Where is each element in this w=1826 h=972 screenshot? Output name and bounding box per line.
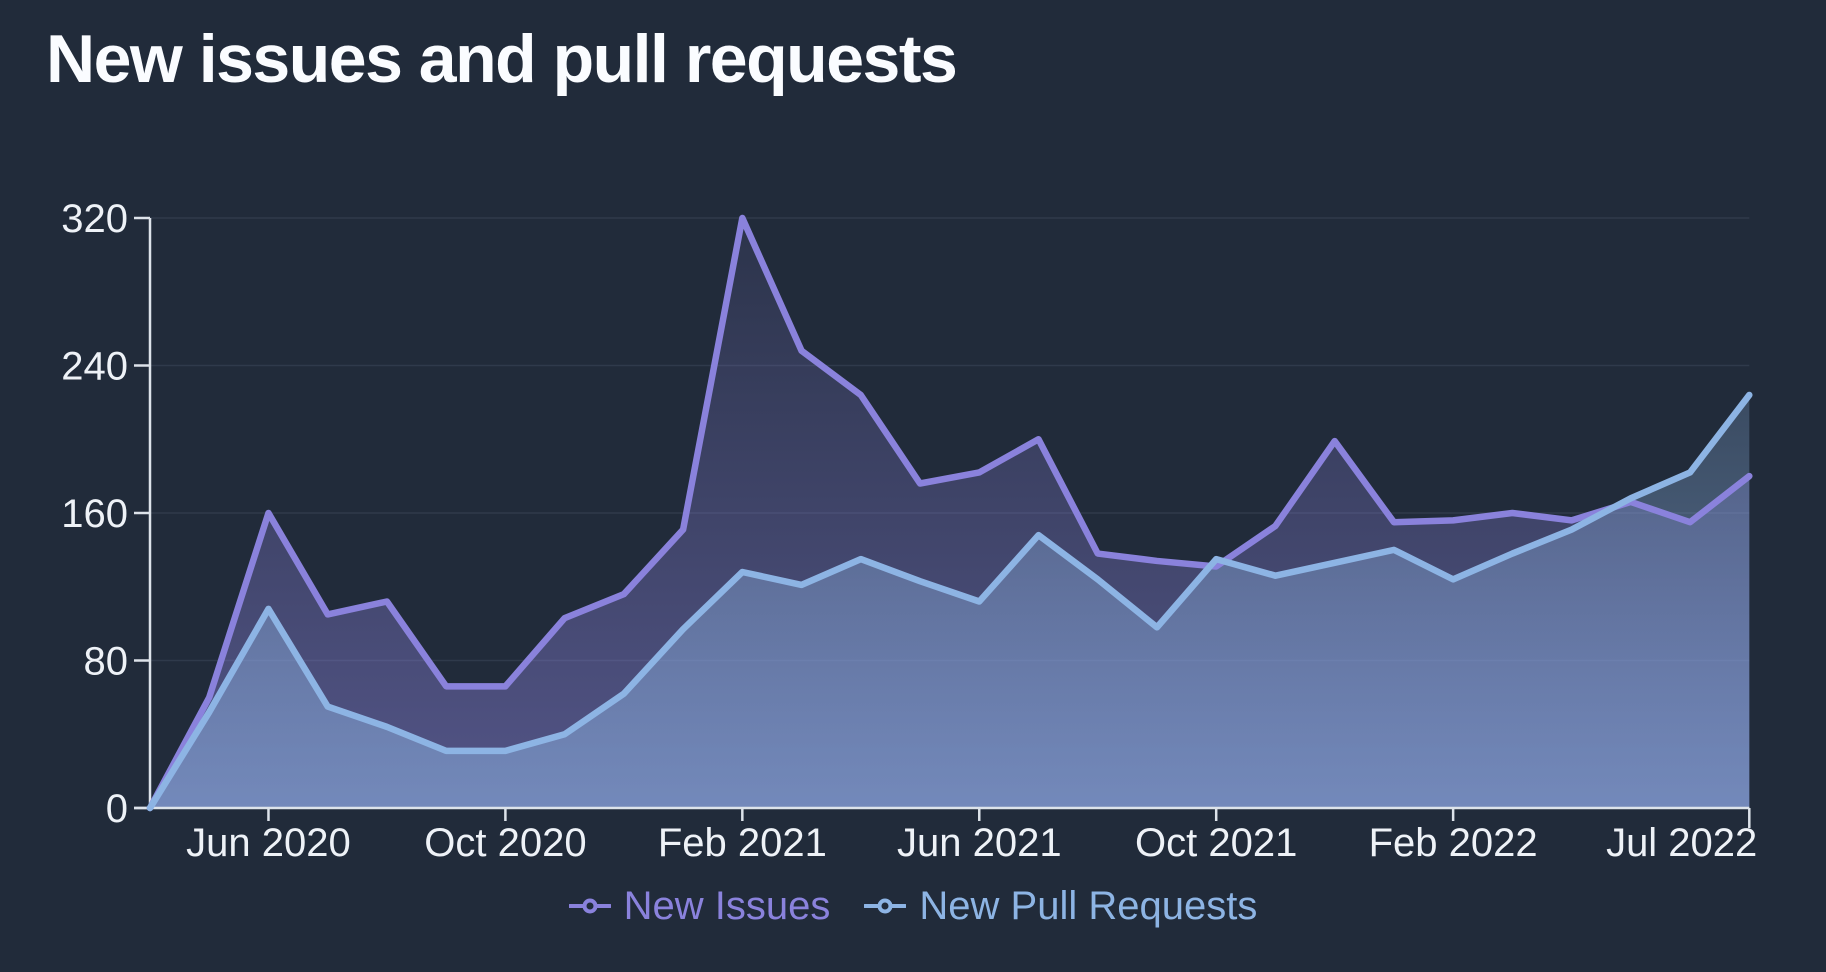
x-tick-label: Feb 2021 xyxy=(658,821,827,865)
series-areas xyxy=(150,218,1750,808)
legend-label: New Pull Requests xyxy=(919,884,1258,928)
series-line xyxy=(146,214,1753,812)
x-tick-label: Jun 2020 xyxy=(186,821,351,865)
x-tick-label: Jun 2021 xyxy=(897,821,1062,865)
x-tick-label: Feb 2022 xyxy=(1369,821,1538,865)
x-tick-label: Oct 2021 xyxy=(1135,821,1297,865)
series-line-dot-icon xyxy=(864,898,907,914)
x-axis: Jun 2020 Oct 2020 Feb 2021 Jun 2021 Oct 2021… xyxy=(134,806,1757,865)
legend-label: New Issues xyxy=(623,884,831,928)
y-tick-label: 240 xyxy=(61,345,128,389)
y-tick-label: 160 xyxy=(61,492,128,536)
y-tick-label: 0 xyxy=(106,787,128,831)
y-tick-label: 320 xyxy=(61,197,128,241)
legend-item-new-pull-requests[interactable]: New Pull Requests xyxy=(864,886,1257,926)
series-line xyxy=(146,391,1753,812)
series-line-dot-icon xyxy=(568,898,611,914)
chart-title: New issues and pull requests xyxy=(46,21,958,97)
x-tick-label: Jul 2022 xyxy=(1606,821,1757,865)
y-tick-label: 80 xyxy=(84,640,129,684)
legend-item-new-issues[interactable]: New Issues xyxy=(568,884,831,928)
chart-legend: New Issues New Pull Requests xyxy=(0,886,1826,926)
series-lines xyxy=(146,214,1753,812)
series-area xyxy=(150,395,1750,808)
y-axis: 0 80 160 240 320 xyxy=(61,197,152,831)
x-tick-label: Oct 2020 xyxy=(424,821,586,865)
